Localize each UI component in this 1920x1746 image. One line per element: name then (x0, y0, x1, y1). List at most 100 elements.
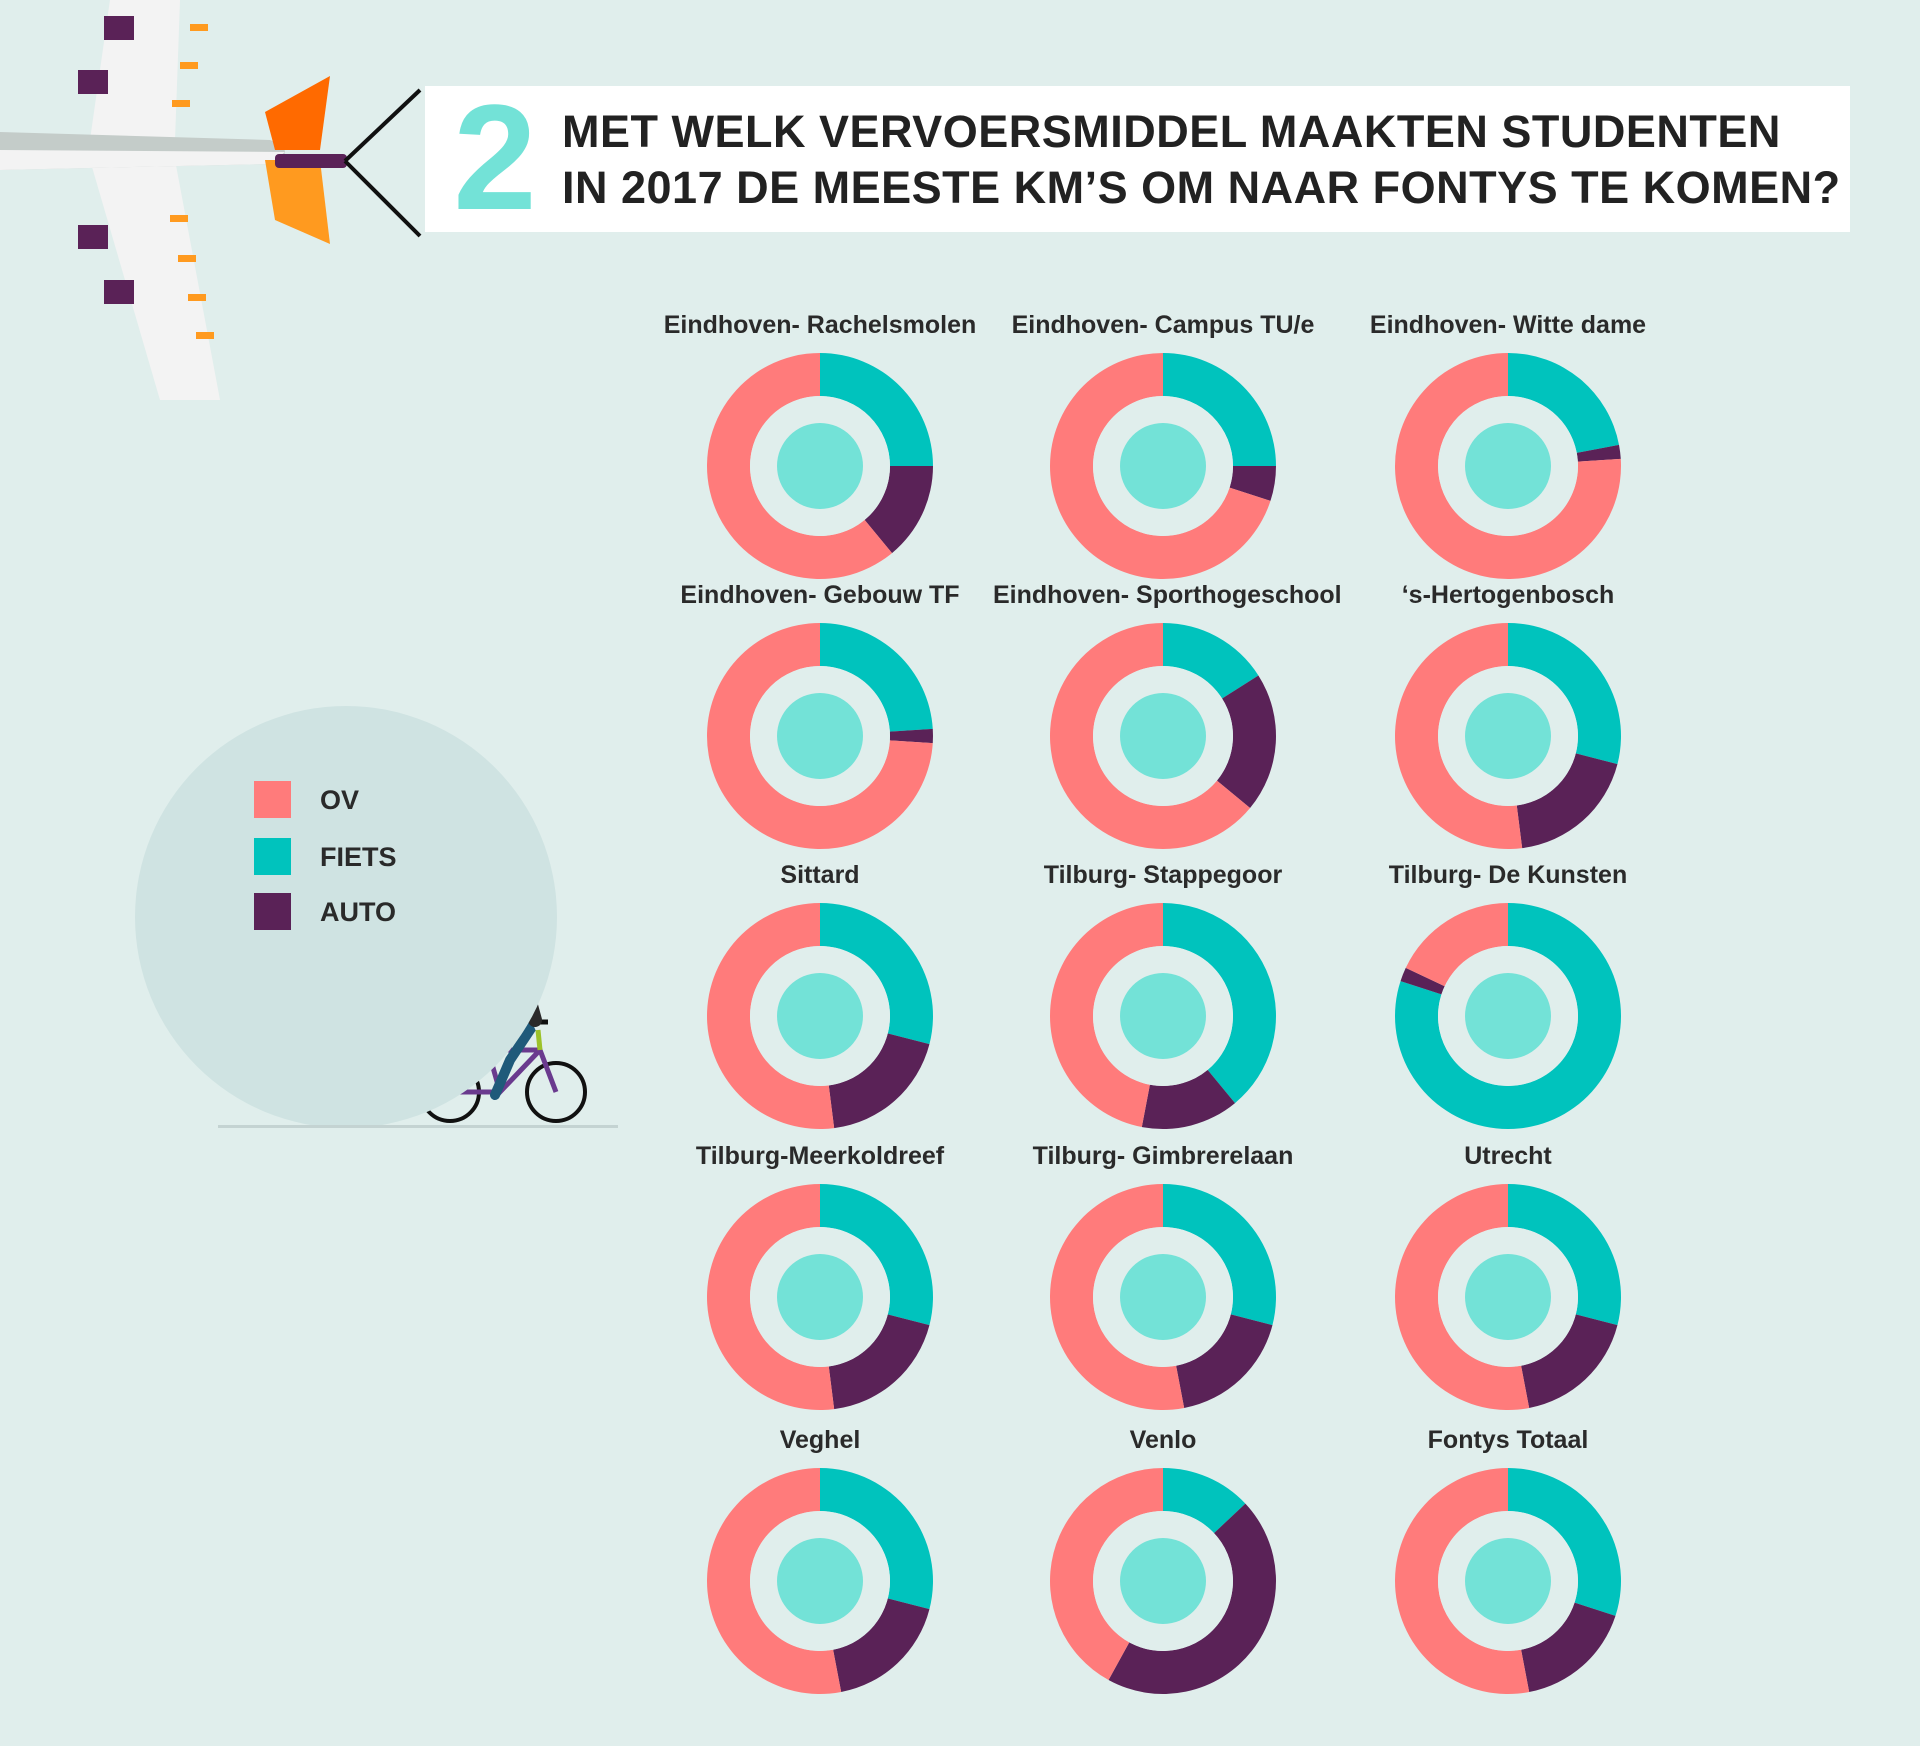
donut-center (1465, 1538, 1551, 1624)
title-banner (425, 86, 1850, 232)
donut-slice-fiets (1508, 1184, 1621, 1326)
donut-slice-fiets (1395, 903, 1621, 1129)
donut-center (1120, 423, 1206, 509)
donut-center (777, 973, 863, 1059)
donut-chart (1050, 903, 1276, 1129)
donut-slice-ov (1050, 903, 1163, 1127)
donut-slice-fiets (820, 903, 933, 1045)
donut-slice-auto (1400, 967, 1445, 995)
donut-title: Eindhoven- Rachelsmolen (663, 311, 977, 339)
donut-slice-ov (1405, 903, 1508, 987)
page-title-line-1: MET WELK VERVOERSMIDDEL MAAKTEN STUDENTE… (562, 106, 1781, 157)
legend-swatch-ov (254, 781, 291, 818)
donut-slice-ov (707, 623, 933, 849)
donut-slice-auto (1141, 1069, 1236, 1129)
donut-slice-ov (707, 353, 893, 579)
donut-center (1465, 1254, 1551, 1340)
donut-chart (1050, 1184, 1276, 1410)
donut-slice-fiets (1163, 1184, 1276, 1326)
donut-chart (1395, 1184, 1621, 1410)
donut-slice-auto (1521, 1602, 1616, 1692)
donut-title: Eindhoven- Sporthogeschool (993, 581, 1342, 609)
donut-slice-ov (1395, 1468, 1530, 1694)
donut-slice-fiets (1508, 353, 1619, 453)
donut-slice-auto (833, 1598, 930, 1692)
donut-slice-fiets (1163, 1468, 1246, 1534)
donut-center (1465, 423, 1551, 509)
donut-chart (1050, 1468, 1276, 1694)
donut-slice-fiets (820, 353, 933, 466)
donut-slice-auto (1516, 753, 1618, 849)
donut-slice-fiets (820, 623, 933, 732)
donut-chart (1395, 1468, 1621, 1694)
donut-slice-fiets (820, 1184, 933, 1326)
donut-slice-ov (707, 1184, 835, 1410)
donut-slice-ov (1395, 353, 1621, 579)
donut-title: Sittard (780, 861, 860, 889)
donut-title: Tilburg- Gimbrerelaan (1032, 1142, 1294, 1170)
donut-title: Eindhoven- Campus TU/e (1011, 311, 1315, 339)
donut-title: Fontys Totaal (1427, 1426, 1589, 1454)
legend-label-ov: OV (320, 785, 360, 815)
donut-chart (707, 903, 933, 1129)
donut-slice-ov (1050, 623, 1251, 849)
donut-chart (707, 1468, 933, 1694)
donut-slice-auto (889, 728, 933, 744)
legend-label-auto: AUTO (320, 897, 397, 927)
donut-slice-ov (1050, 353, 1271, 579)
page-title: MET WELK VERVOERSMIDDEL MAAKTEN STUDENTE… (562, 104, 1842, 216)
donut-chart (707, 623, 933, 849)
donut-center (1120, 1254, 1206, 1340)
donut-slice-ov (1395, 1184, 1530, 1410)
donut-slice-fiets (1163, 623, 1259, 699)
donut-chart (1395, 623, 1621, 849)
donut-title: Veghel (779, 1426, 861, 1454)
donut-title: Eindhoven- Gebouw TF (680, 581, 960, 609)
question-number: 2 (453, 73, 537, 241)
donut-title: Eindhoven- Witte dame (1369, 311, 1647, 339)
donut-center (777, 693, 863, 779)
donut-slice-auto (1576, 444, 1621, 462)
legend-swatch-fiets (254, 838, 291, 875)
donut-slice-auto (1176, 1314, 1273, 1408)
donut-slice-auto (828, 1314, 930, 1410)
donut-title: Tilburg- Stappegoor (1043, 861, 1283, 889)
donut-slice-ov (1395, 623, 1523, 849)
donut-slice-ov (707, 1468, 842, 1694)
donut-slice-auto (864, 466, 933, 554)
donut-slice-auto (828, 1033, 930, 1129)
donut-center (1120, 693, 1206, 779)
donut-slice-auto (1108, 1503, 1276, 1694)
legend-swatch-auto (254, 893, 291, 930)
donut-title: Tilburg- De Kunsten (1388, 861, 1628, 889)
donut-center (1120, 973, 1206, 1059)
donut-chart (1395, 903, 1621, 1129)
donut-chart (1395, 353, 1621, 579)
legend-label-fiets: FIETS (320, 842, 397, 872)
donut-slice-fiets (1163, 353, 1276, 466)
donut-center (1465, 693, 1551, 779)
donut-slice-fiets (1508, 1468, 1621, 1616)
donut-slice-auto (1521, 1314, 1618, 1408)
donut-title: Utrecht (1464, 1142, 1552, 1170)
donut-chart (1050, 623, 1276, 849)
donut-slice-fiets (820, 1468, 933, 1610)
donut-title: Venlo (1129, 1426, 1197, 1454)
airplane-illustration (0, 0, 422, 400)
donut-center (1465, 973, 1551, 1059)
donut-slice-fiets (1163, 903, 1276, 1104)
ground-line (218, 1125, 618, 1128)
donut-center (1120, 1538, 1206, 1624)
donut-title: Tilburg-Meerkoldreef (695, 1142, 945, 1170)
donut-title: ‘s-Hertogenbosch (1401, 581, 1615, 609)
donut-center (777, 1538, 863, 1624)
donut-chart (1050, 353, 1276, 579)
page-title-line-2: IN 2017 DE MEESTE KM’S OM NAAR FONTYS TE… (562, 162, 1841, 213)
donut-slice-fiets (1508, 623, 1621, 765)
legend-backdrop (135, 706, 557, 1128)
donut-center (777, 1254, 863, 1340)
donut-slice-ov (707, 903, 835, 1129)
donut-slice-auto (1229, 466, 1276, 501)
donut-slice-ov (1050, 1184, 1185, 1410)
donut-center (777, 423, 863, 509)
